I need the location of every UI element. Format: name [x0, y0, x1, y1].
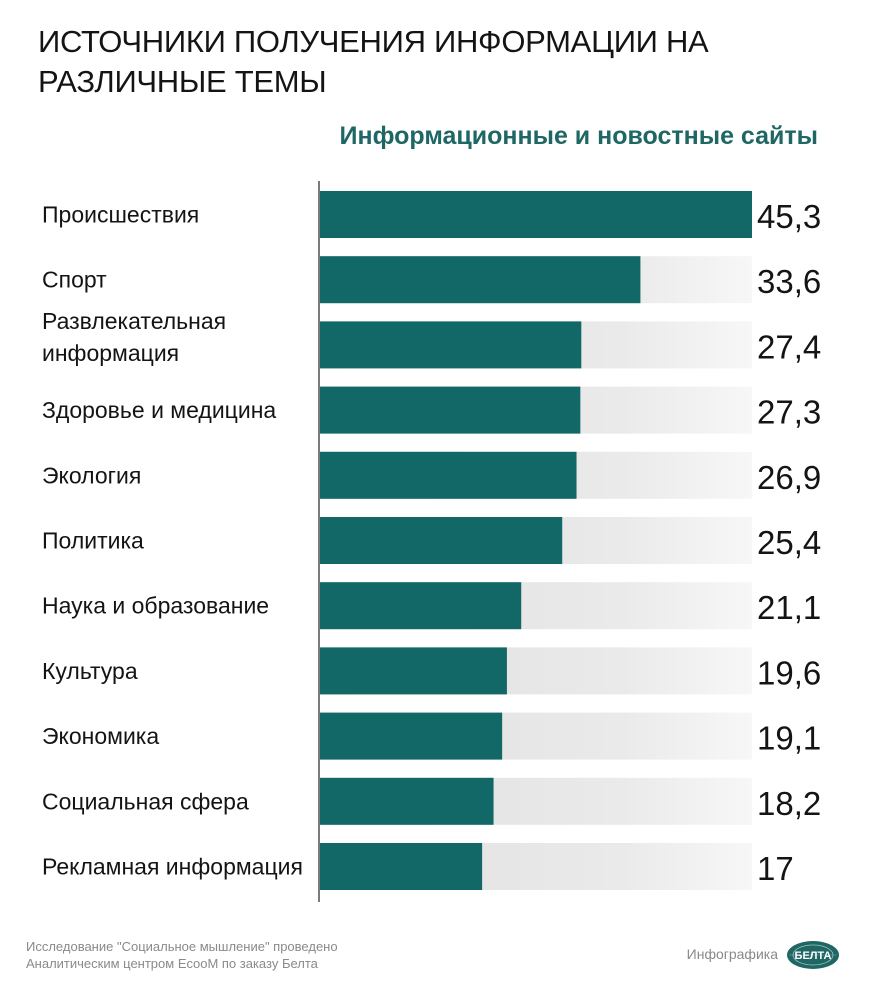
category-label: Политика	[42, 528, 144, 554]
category-labels: Происшествия Спорт Развлекательная информац…	[42, 202, 303, 880]
belta-logo-text: БЕЛТА	[795, 950, 832, 962]
category-label: Рекламная информация	[42, 854, 303, 880]
category-label: Развлекательная информация	[42, 308, 226, 366]
bar	[320, 712, 503, 760]
bar	[320, 256, 641, 304]
source-note: Исследование "Социальное мышление" прове…	[26, 938, 406, 972]
value-label: 21,1	[757, 589, 821, 626]
value-label: 25,4	[757, 524, 821, 561]
bar	[320, 191, 752, 238]
category-label: Спорт	[42, 267, 107, 293]
source-note-line-1: Исследование "Социальное мышление" прове…	[26, 939, 338, 954]
bar	[320, 321, 582, 369]
bar	[320, 582, 522, 630]
bar	[320, 843, 483, 890]
category-label: Экология	[42, 462, 141, 488]
category-label: Экономика	[42, 723, 159, 749]
value-label: 19,1	[757, 720, 821, 757]
bar	[320, 451, 577, 499]
category-label: Происшествия	[42, 202, 199, 228]
category-label: Наука и образование	[42, 593, 269, 619]
bar	[320, 647, 507, 695]
value-label: 19,6	[757, 654, 821, 691]
value-label: 27,3	[757, 394, 821, 431]
bar	[320, 386, 581, 434]
value-labels: 45,3 33,6 27,4 27,3 26,9 25,4 21,1 19,6 19,1 18,2…	[757, 198, 821, 887]
bar	[320, 777, 494, 825]
value-label: 27,4	[757, 328, 821, 365]
chart-title: Информационные и новостные сайты	[339, 122, 819, 150]
value-label: 26,9	[757, 459, 821, 496]
belta-logo: БЕЛТА	[787, 941, 839, 969]
category-label: Культура	[42, 658, 138, 684]
infographic-label: Инфографика	[686, 946, 778, 962]
value-label: 45,3	[757, 198, 821, 235]
bar	[320, 517, 563, 564]
value-label: 33,6	[757, 263, 821, 300]
value-label: 17	[757, 850, 794, 887]
value-label: 18,2	[757, 785, 821, 822]
category-label: Здоровье и медицина	[42, 397, 276, 423]
category-label: Социальная сфера	[42, 788, 249, 814]
bar-chart: Происшествия Спорт Развлекательная информац…	[42, 181, 821, 902]
bars	[320, 191, 752, 890]
source-note-line-2: Аналитическим центром EcooM по заказу Бе…	[26, 956, 318, 971]
page-title: ИСТОЧНИКИ ПОЛУЧЕНИЯ ИНФОРМАЦИИ НА РАЗЛИЧ…	[38, 24, 709, 99]
